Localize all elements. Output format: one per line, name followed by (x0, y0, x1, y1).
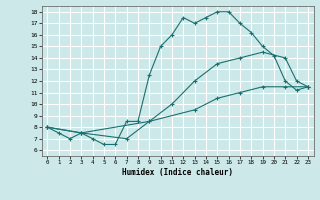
X-axis label: Humidex (Indice chaleur): Humidex (Indice chaleur) (122, 168, 233, 177)
